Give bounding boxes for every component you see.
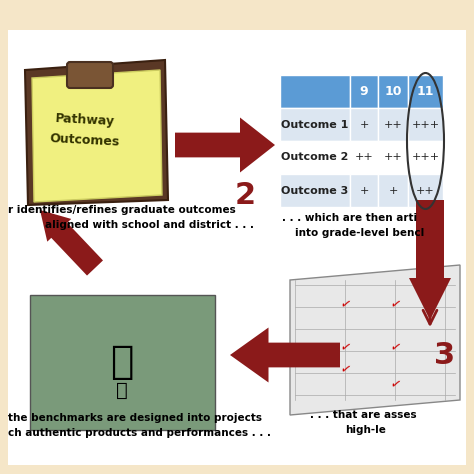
Polygon shape	[32, 70, 162, 202]
Text: . . . which are then arti: . . . which are then arti	[282, 213, 417, 223]
Polygon shape	[409, 200, 451, 320]
FancyBboxPatch shape	[8, 30, 466, 465]
Text: ch authentic products and performances . . .: ch authentic products and performances .…	[8, 428, 271, 438]
FancyBboxPatch shape	[378, 108, 408, 141]
Polygon shape	[230, 328, 340, 383]
Text: Outcome 3: Outcome 3	[282, 185, 348, 195]
Text: Outcomes: Outcomes	[50, 132, 120, 148]
Text: +++: +++	[411, 153, 439, 163]
Text: ✓: ✓	[388, 340, 402, 356]
Text: 3: 3	[435, 340, 456, 370]
Polygon shape	[30, 295, 215, 430]
Text: ++: ++	[355, 153, 374, 163]
FancyBboxPatch shape	[280, 108, 350, 141]
Text: the benchmarks are designed into projects: the benchmarks are designed into project…	[8, 413, 262, 423]
Polygon shape	[25, 60, 168, 205]
Text: Outcome 1: Outcome 1	[281, 119, 349, 129]
Text: into grade-level bencl: into grade-level bencl	[295, 228, 424, 238]
Text: 👥: 👥	[110, 343, 134, 381]
FancyBboxPatch shape	[378, 75, 408, 108]
FancyBboxPatch shape	[280, 174, 350, 207]
FancyBboxPatch shape	[350, 75, 378, 108]
FancyBboxPatch shape	[67, 62, 113, 88]
Text: 2: 2	[235, 181, 255, 210]
FancyBboxPatch shape	[408, 108, 443, 141]
Text: ✓: ✓	[388, 297, 402, 313]
Text: . . . that are asses: . . . that are asses	[310, 410, 417, 420]
FancyBboxPatch shape	[350, 108, 378, 141]
Text: 🤝: 🤝	[116, 381, 128, 400]
Polygon shape	[290, 265, 460, 415]
Text: r identifies/refines graduate outcomes: r identifies/refines graduate outcomes	[8, 205, 236, 215]
Text: +: +	[359, 119, 369, 129]
Text: Outcome 2: Outcome 2	[281, 153, 349, 163]
Text: ++: ++	[383, 119, 402, 129]
Text: ++: ++	[383, 153, 402, 163]
Text: 10: 10	[384, 85, 402, 98]
Polygon shape	[40, 210, 103, 275]
Text: ✓: ✓	[338, 297, 352, 313]
Text: ✓: ✓	[388, 377, 402, 392]
Text: 11: 11	[417, 85, 434, 98]
FancyBboxPatch shape	[408, 75, 443, 108]
FancyBboxPatch shape	[408, 141, 443, 174]
FancyBboxPatch shape	[280, 75, 350, 108]
Text: +: +	[359, 185, 369, 195]
Text: high-le: high-le	[345, 425, 386, 435]
Text: +++: +++	[411, 119, 439, 129]
FancyBboxPatch shape	[378, 174, 408, 207]
Text: aligned with school and district . . .: aligned with school and district . . .	[45, 220, 254, 230]
Text: Pathway: Pathway	[55, 112, 115, 128]
FancyBboxPatch shape	[350, 174, 378, 207]
FancyBboxPatch shape	[378, 141, 408, 174]
Text: +: +	[388, 185, 398, 195]
FancyBboxPatch shape	[408, 174, 443, 207]
FancyBboxPatch shape	[350, 141, 378, 174]
Text: ✓: ✓	[338, 362, 352, 378]
Polygon shape	[175, 118, 275, 173]
Text: ✓: ✓	[338, 340, 352, 356]
FancyBboxPatch shape	[280, 141, 350, 174]
Text: ++: ++	[416, 185, 435, 195]
Text: 9: 9	[360, 85, 368, 98]
